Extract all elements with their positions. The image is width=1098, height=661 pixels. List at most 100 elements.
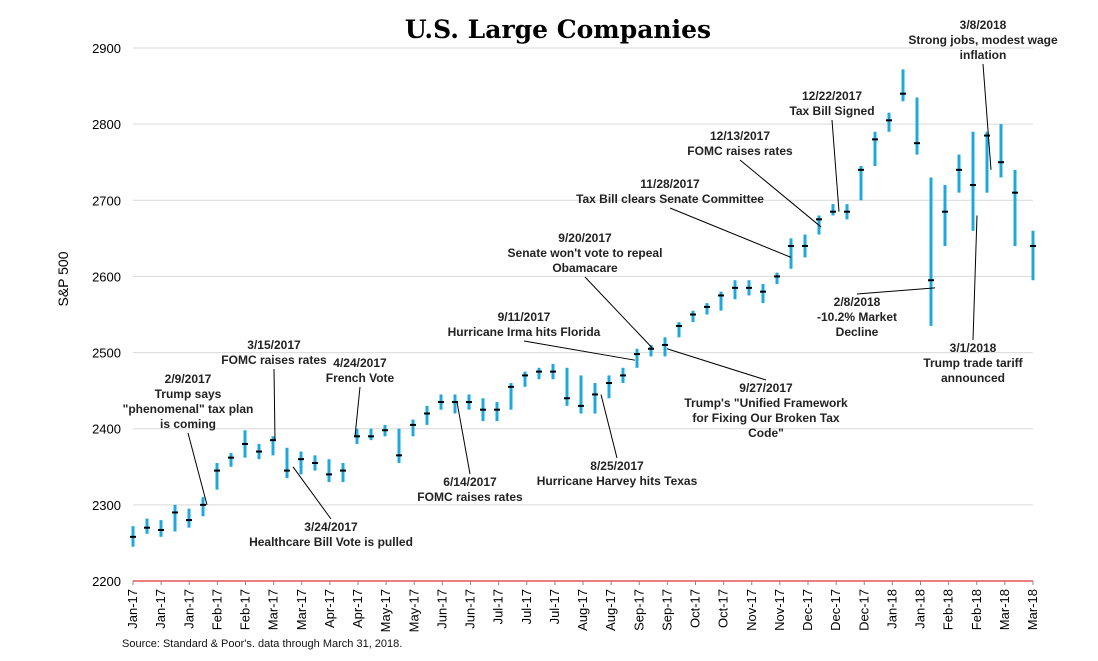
x-tick-label: Mar-17 (294, 589, 309, 630)
source-note: Source: Standard & Poor's. data through … (122, 638, 403, 650)
y-tick-label: 2400 (92, 422, 121, 437)
y-axis-label: S&P 500 (55, 251, 71, 306)
annotation-text: 3/15/2017 (247, 338, 301, 352)
annotation-text: announced (941, 371, 1005, 385)
annotation-text: 3/24/2017 (304, 520, 358, 534)
annotation-text: French Vote (326, 371, 395, 385)
x-tick-label: Aug-17 (603, 589, 618, 631)
annotation-leader (292, 466, 332, 520)
annotation-text: Decline (836, 325, 879, 339)
x-tick-label: Jan-18 (884, 589, 899, 629)
y-tick-label: 2700 (92, 193, 121, 208)
x-tick-label: Dec-17 (800, 589, 815, 631)
x-tick-label: Jan-18 (913, 589, 928, 629)
annotation-leader (187, 432, 208, 505)
annotation-text: 9/27/2017 (739, 381, 793, 395)
annotation-text: Strong jobs, modest wage (908, 33, 1058, 47)
annotation-text: 2/9/2017 (165, 372, 212, 386)
annotation-text: FOMC raises rates (221, 353, 327, 367)
annotation-text: FOMC raises rates (417, 490, 523, 504)
x-tick-label: Nov-17 (772, 589, 787, 631)
x-tick-label: Jun-17 (434, 589, 449, 629)
annotation-text: inflation (960, 48, 1007, 62)
annotation-text: 4/24/2017 (333, 356, 387, 370)
x-tick-label: Feb-18 (969, 589, 984, 630)
annotation-text: Code" (748, 426, 784, 440)
annotation-leader (523, 340, 636, 361)
annotation-leader (273, 368, 276, 441)
annotation-text: "phenomenal" tax plan (123, 402, 254, 416)
annotation-leader (354, 386, 361, 437)
annotation-text: 8/25/2017 (590, 459, 644, 473)
annotation-leader (456, 401, 471, 475)
annotation-text: Hurricane Irma hits Florida (448, 325, 601, 339)
annotation-leader (856, 287, 936, 295)
annotation-text: 9/20/2017 (558, 231, 612, 245)
x-tick-label: Nov-17 (744, 589, 759, 631)
x-tick-label: Apr-17 (350, 589, 365, 628)
x-tick-label: Jan-17 (181, 589, 196, 629)
annotation-text: 12/13/2017 (710, 129, 770, 143)
x-tick-label: Sep-17 (631, 589, 646, 631)
y-tick-label: 2300 (92, 498, 121, 513)
gridlines (133, 47, 1033, 582)
annotation-text: 3/8/2018 (960, 18, 1007, 32)
x-tick-label: May-17 (378, 589, 393, 632)
x-tick-label: Oct-17 (688, 589, 703, 628)
x-tick-label: Mar-18 (997, 589, 1012, 630)
annotation-text: Senate won't vote to repeal (508, 246, 663, 260)
x-tick-label: Dec-17 (828, 589, 843, 631)
annotation-leader (600, 394, 618, 459)
annotation-text: 11/28/2017 (640, 177, 700, 191)
annotation-text: 9/11/2017 (498, 310, 551, 324)
annotation-text: Tax Bill Signed (789, 104, 874, 118)
y-tick-label: 2800 (92, 117, 121, 132)
annotation-leader (666, 348, 767, 381)
x-tick-label: Apr-17 (322, 589, 337, 628)
annotation-text: 6/14/2017 (443, 475, 497, 489)
x-tick-label: Sep-17 (659, 589, 674, 631)
annotation-leader (972, 215, 978, 341)
price-range-bars (131, 69, 1035, 547)
y-axis-ticks: 2200 2300 2400 2500 2600 2700 2800 2900 (92, 41, 121, 589)
x-tick-label: Oct-17 (716, 589, 731, 628)
annotation-text: Trump's "Unified Framework (684, 396, 848, 410)
annotation-text: 3/1/2018 (950, 341, 997, 355)
annotation-text: for Fixing Our Broken Tax (692, 411, 839, 425)
annotation-text: is coming (160, 417, 216, 431)
annotation-leader (982, 63, 992, 170)
x-tick-label: Jun-17 (463, 589, 478, 629)
x-tick-label: Mar-17 (266, 589, 281, 630)
annotation-leader (831, 119, 840, 212)
x-tick-label: Aug-17 (575, 589, 590, 631)
x-tick-label: Jul-17 (547, 589, 562, 624)
x-tick-label: Jul-17 (491, 589, 506, 624)
x-tick-label: Jan-17 (125, 589, 140, 629)
y-tick-label: 2500 (92, 346, 121, 361)
annotation-text: Trump trade tariff (923, 356, 1023, 370)
x-axis-ticks: Jan-17 Jan-17 Jan-17 Feb-17 Feb-17 Mar-17 Mar-… (125, 581, 1040, 632)
annotation-leader (739, 159, 822, 228)
x-tick-label: Feb-18 (941, 589, 956, 630)
y-tick-label: 2900 (92, 41, 121, 56)
x-tick-label: Mar-18 (1025, 589, 1040, 630)
x-tick-label: Jul-17 (519, 589, 534, 624)
annotation-leader (669, 207, 792, 258)
annotation-text: Trump says (155, 387, 222, 401)
annotation-text: 2/8/2018 (834, 295, 881, 309)
